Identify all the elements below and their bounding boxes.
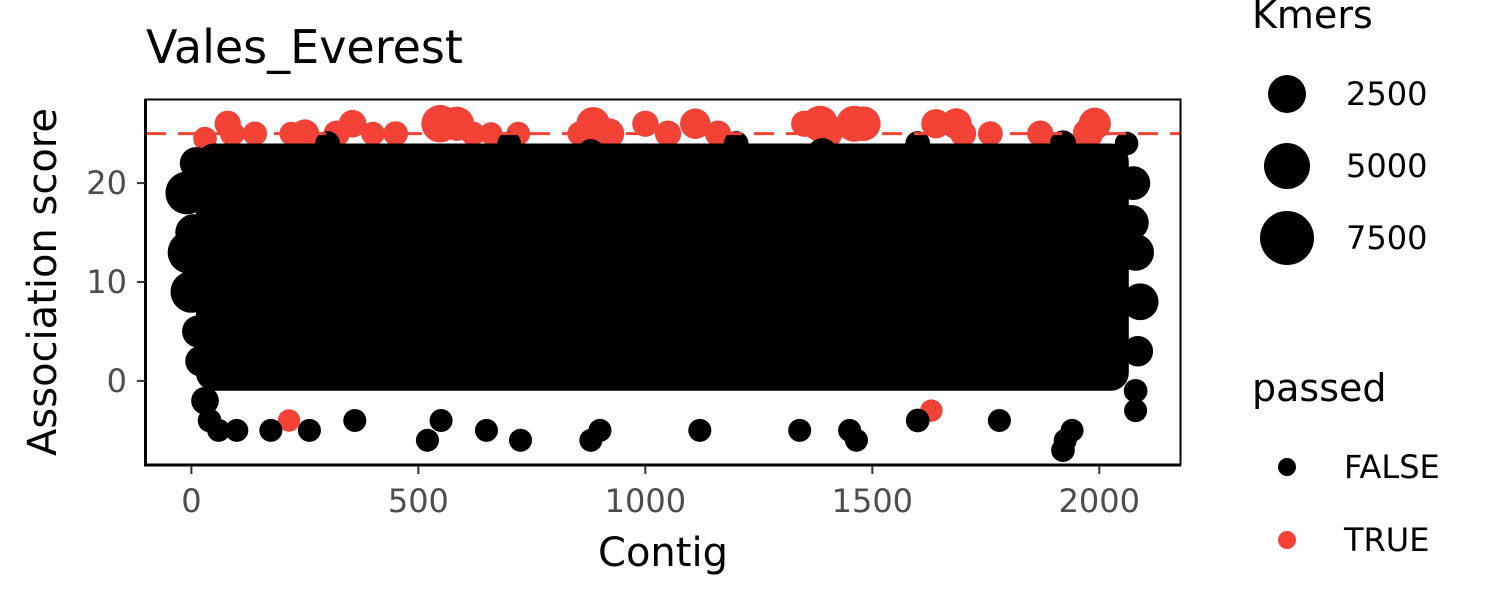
- point-false: [225, 418, 249, 442]
- point-false: [207, 418, 231, 442]
- point-false: [1124, 399, 1148, 423]
- point-false: [1122, 336, 1154, 367]
- x-axis-ticks: 0 500 1000 1500 2000: [181, 466, 1140, 520]
- legend-passed-label: FALSE: [1344, 448, 1440, 486]
- legend-passed: passed FALSE TRUE: [1252, 366, 1440, 559]
- point-false: [508, 428, 533, 452]
- legend-passed-label: TRUE: [1343, 521, 1429, 559]
- point-true: [1027, 120, 1054, 147]
- point-true: [383, 121, 409, 147]
- point-false: [182, 315, 215, 348]
- legend-kmers-key: [1260, 211, 1314, 265]
- point-false: [474, 418, 499, 442]
- x-tick-label: 500: [388, 482, 449, 520]
- point-false: [987, 408, 1011, 433]
- point-true: [845, 106, 881, 142]
- point-true: [219, 121, 245, 147]
- point-false: [688, 418, 712, 442]
- point-false: [723, 131, 749, 156]
- legend-kmers-entries: 2500 5000 7500: [1260, 75, 1427, 265]
- y-axis-ticks: 0 10 20: [86, 164, 145, 400]
- x-tick-label: 1000: [605, 482, 686, 520]
- point-true: [277, 409, 301, 432]
- points-layer: [165, 104, 1159, 463]
- legend-kmers-key: [1268, 75, 1306, 113]
- point-false: [905, 408, 930, 433]
- legend-passed-title: passed: [1252, 366, 1387, 410]
- y-tick-label: 0: [107, 362, 127, 400]
- point-false: [415, 428, 439, 452]
- point-true: [338, 109, 367, 138]
- point-false: [588, 418, 612, 442]
- x-tick-label: 0: [181, 482, 201, 520]
- point-false: [1113, 204, 1149, 241]
- y-tick-label: 20: [86, 164, 127, 202]
- chart-title: Vales_Everest: [146, 20, 463, 74]
- point-false: [1049, 130, 1077, 157]
- point-false: [191, 386, 219, 415]
- legend-kmers-label: 5000: [1346, 147, 1427, 185]
- point-false: [315, 131, 340, 156]
- legend-passed-key: [1278, 531, 1296, 549]
- point-false: [1114, 131, 1139, 156]
- point-false: [179, 147, 213, 180]
- point-false: [905, 131, 931, 156]
- point-false: [1123, 378, 1148, 403]
- x-tick-label: 1500: [832, 482, 913, 520]
- point-true: [632, 110, 659, 137]
- point-true: [680, 108, 711, 139]
- point-true: [1078, 107, 1111, 140]
- legend-kmers-label: 2500: [1346, 75, 1427, 113]
- point-false: [788, 418, 812, 442]
- point-false: [1117, 233, 1154, 271]
- point-true: [479, 122, 503, 146]
- point-true: [290, 119, 320, 148]
- point-false: [429, 408, 453, 433]
- point-false: [1121, 283, 1159, 321]
- x-tick-label: 2000: [1059, 482, 1140, 520]
- point-false: [170, 270, 213, 313]
- legend-passed-key: [1278, 458, 1296, 476]
- y-axis-label: Association score: [20, 108, 66, 456]
- point-false: [297, 418, 321, 442]
- legend-kmers-label: 7500: [1346, 219, 1427, 257]
- point-false: [497, 131, 522, 156]
- point-cloud-false: [195, 143, 1129, 391]
- legend-kmers: Kmers 2500 5000 7500: [1252, 0, 1427, 265]
- point-false: [259, 418, 283, 442]
- x-axis-label: Contig: [598, 530, 728, 576]
- point-false: [185, 345, 216, 377]
- point-false: [1060, 418, 1084, 442]
- point-false: [576, 139, 606, 168]
- point-false: [807, 138, 838, 169]
- point-false: [1116, 166, 1151, 201]
- y-tick-label: 10: [86, 263, 127, 301]
- point-false: [165, 171, 209, 215]
- legend-kmers-title: Kmers: [1252, 0, 1373, 37]
- point-false: [343, 408, 367, 433]
- legend-kmers-key: [1264, 143, 1310, 189]
- point-false: [175, 214, 213, 251]
- point-false: [844, 428, 868, 452]
- legend-passed-entries: FALSE TRUE: [1278, 448, 1440, 559]
